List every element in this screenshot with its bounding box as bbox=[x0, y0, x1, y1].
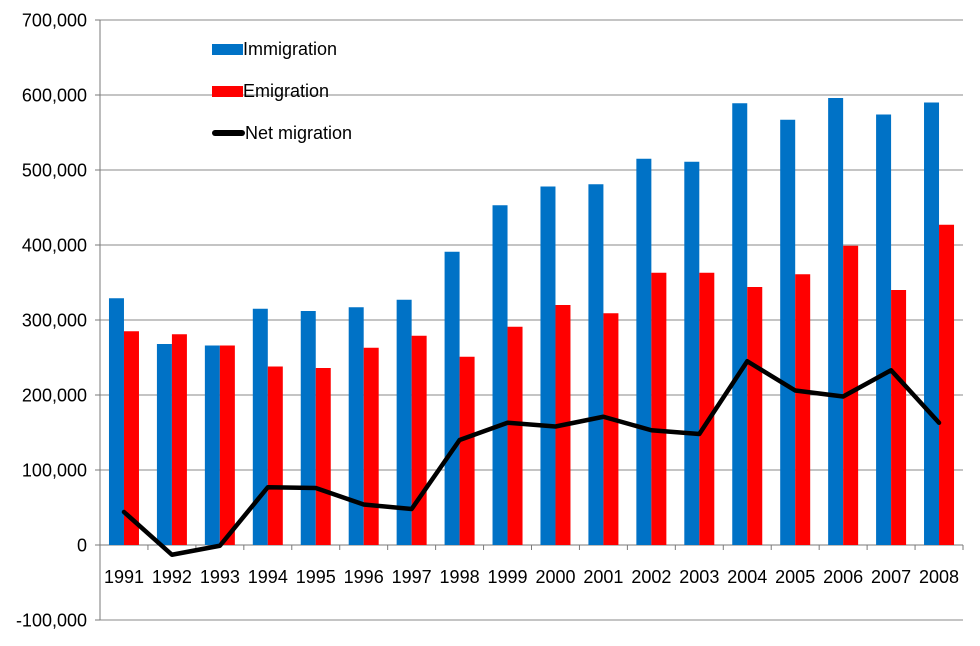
x-axis-year-label: 2004 bbox=[727, 567, 767, 587]
x-axis-year-label: 2000 bbox=[535, 567, 575, 587]
x-axis-year-label: 2005 bbox=[775, 567, 815, 587]
legend-label-immigration: Immigration bbox=[243, 39, 338, 59]
immigration-bar-1998 bbox=[444, 251, 460, 545]
y-axis-tick-label: 500,000 bbox=[22, 160, 87, 180]
immigration-bar-1995 bbox=[300, 311, 316, 545]
y-axis-tick-label: 400,000 bbox=[22, 235, 87, 255]
immigration-bar-2004 bbox=[732, 103, 748, 545]
x-axis-year-label: 1998 bbox=[440, 567, 480, 587]
y-axis-tick-label: 0 bbox=[77, 535, 87, 555]
x-axis-year-label: 2002 bbox=[631, 567, 671, 587]
x-axis-year-label: 1996 bbox=[344, 567, 384, 587]
immigration-bar-1996 bbox=[348, 307, 364, 545]
emigration-bar-2007 bbox=[891, 290, 907, 545]
emigration-bar-1999 bbox=[507, 326, 523, 545]
immigration-bar-1992 bbox=[156, 344, 172, 545]
y-axis-tick-label: 700,000 bbox=[22, 10, 87, 30]
emigration-bar-1991 bbox=[123, 331, 139, 545]
emigration-bar-2001 bbox=[603, 313, 619, 545]
x-axis-year-label: 2001 bbox=[583, 567, 623, 587]
immigration-bar-1993 bbox=[204, 345, 220, 545]
legend-label-emigration: Emigration bbox=[243, 81, 330, 101]
x-axis-year-label: 2003 bbox=[679, 567, 719, 587]
y-axis-tick-label: 200,000 bbox=[22, 385, 87, 405]
x-axis-year-label: 1994 bbox=[248, 567, 288, 587]
immigration-bar-2007 bbox=[876, 114, 892, 545]
x-axis-year-label: 2007 bbox=[871, 567, 911, 587]
y-axis-tick-label: -100,000 bbox=[16, 610, 87, 630]
net-migration-line-swatch bbox=[212, 130, 245, 136]
immigration-swatch bbox=[212, 43, 243, 55]
immigration-bar-2001 bbox=[588, 184, 604, 545]
immigration-bar-2008 bbox=[924, 102, 940, 545]
x-axis-year-label: 1992 bbox=[152, 567, 192, 587]
emigration-bar-2005 bbox=[795, 274, 811, 545]
y-axis-tick-label: 600,000 bbox=[22, 85, 87, 105]
immigration-bar-2006 bbox=[828, 98, 844, 545]
chart-legend: Immigration Emigration Net migration bbox=[212, 40, 352, 166]
emigration-bar-1995 bbox=[315, 368, 331, 545]
x-axis-year-label: 1997 bbox=[392, 567, 432, 587]
legend-label-net-migration: Net migration bbox=[245, 123, 353, 143]
emigration-bar-1996 bbox=[363, 347, 379, 545]
immigration-bar-1994 bbox=[252, 308, 268, 545]
net-migration-line bbox=[121, 359, 942, 557]
legend-item-net-migration: Net migration bbox=[212, 124, 352, 142]
x-axis-year-label: 1999 bbox=[488, 567, 528, 587]
immigration-bar-2000 bbox=[540, 186, 556, 545]
emigration-bar-2003 bbox=[699, 272, 715, 545]
emigration-bar-1998 bbox=[459, 356, 475, 545]
immigration-bar-1997 bbox=[396, 299, 412, 545]
emigration-bar-1992 bbox=[171, 334, 187, 545]
emigration-bar-1997 bbox=[411, 335, 427, 545]
immigration-bar-1999 bbox=[492, 205, 508, 545]
immigration-bar-2003 bbox=[684, 161, 700, 545]
x-axis-year-label: 1991 bbox=[104, 567, 144, 587]
x-axis-year-label: 1993 bbox=[200, 567, 240, 587]
emigration-swatch bbox=[212, 85, 243, 97]
legend-item-immigration: Immigration bbox=[212, 40, 352, 58]
x-axis-year-label: 1995 bbox=[296, 567, 336, 587]
emigration-bar-2004 bbox=[747, 287, 763, 545]
x-axis-year-label: 2008 bbox=[919, 567, 959, 587]
emigration-bar-2008 bbox=[939, 224, 955, 545]
emigration-bar-2002 bbox=[651, 272, 667, 545]
immigration-bar-1991 bbox=[108, 298, 124, 545]
legend-item-emigration: Emigration bbox=[212, 82, 352, 100]
emigration-bar-2006 bbox=[843, 245, 859, 545]
emigration-bar-1993 bbox=[219, 345, 235, 545]
y-axis-tick-label: 100,000 bbox=[22, 460, 87, 480]
immigration-bar-2002 bbox=[636, 158, 652, 545]
y-axis-tick-label: 300,000 bbox=[22, 310, 87, 330]
emigration-bar-1994 bbox=[267, 366, 283, 545]
x-axis-year-label: 2006 bbox=[823, 567, 863, 587]
immigration-bar-2005 bbox=[780, 119, 796, 545]
